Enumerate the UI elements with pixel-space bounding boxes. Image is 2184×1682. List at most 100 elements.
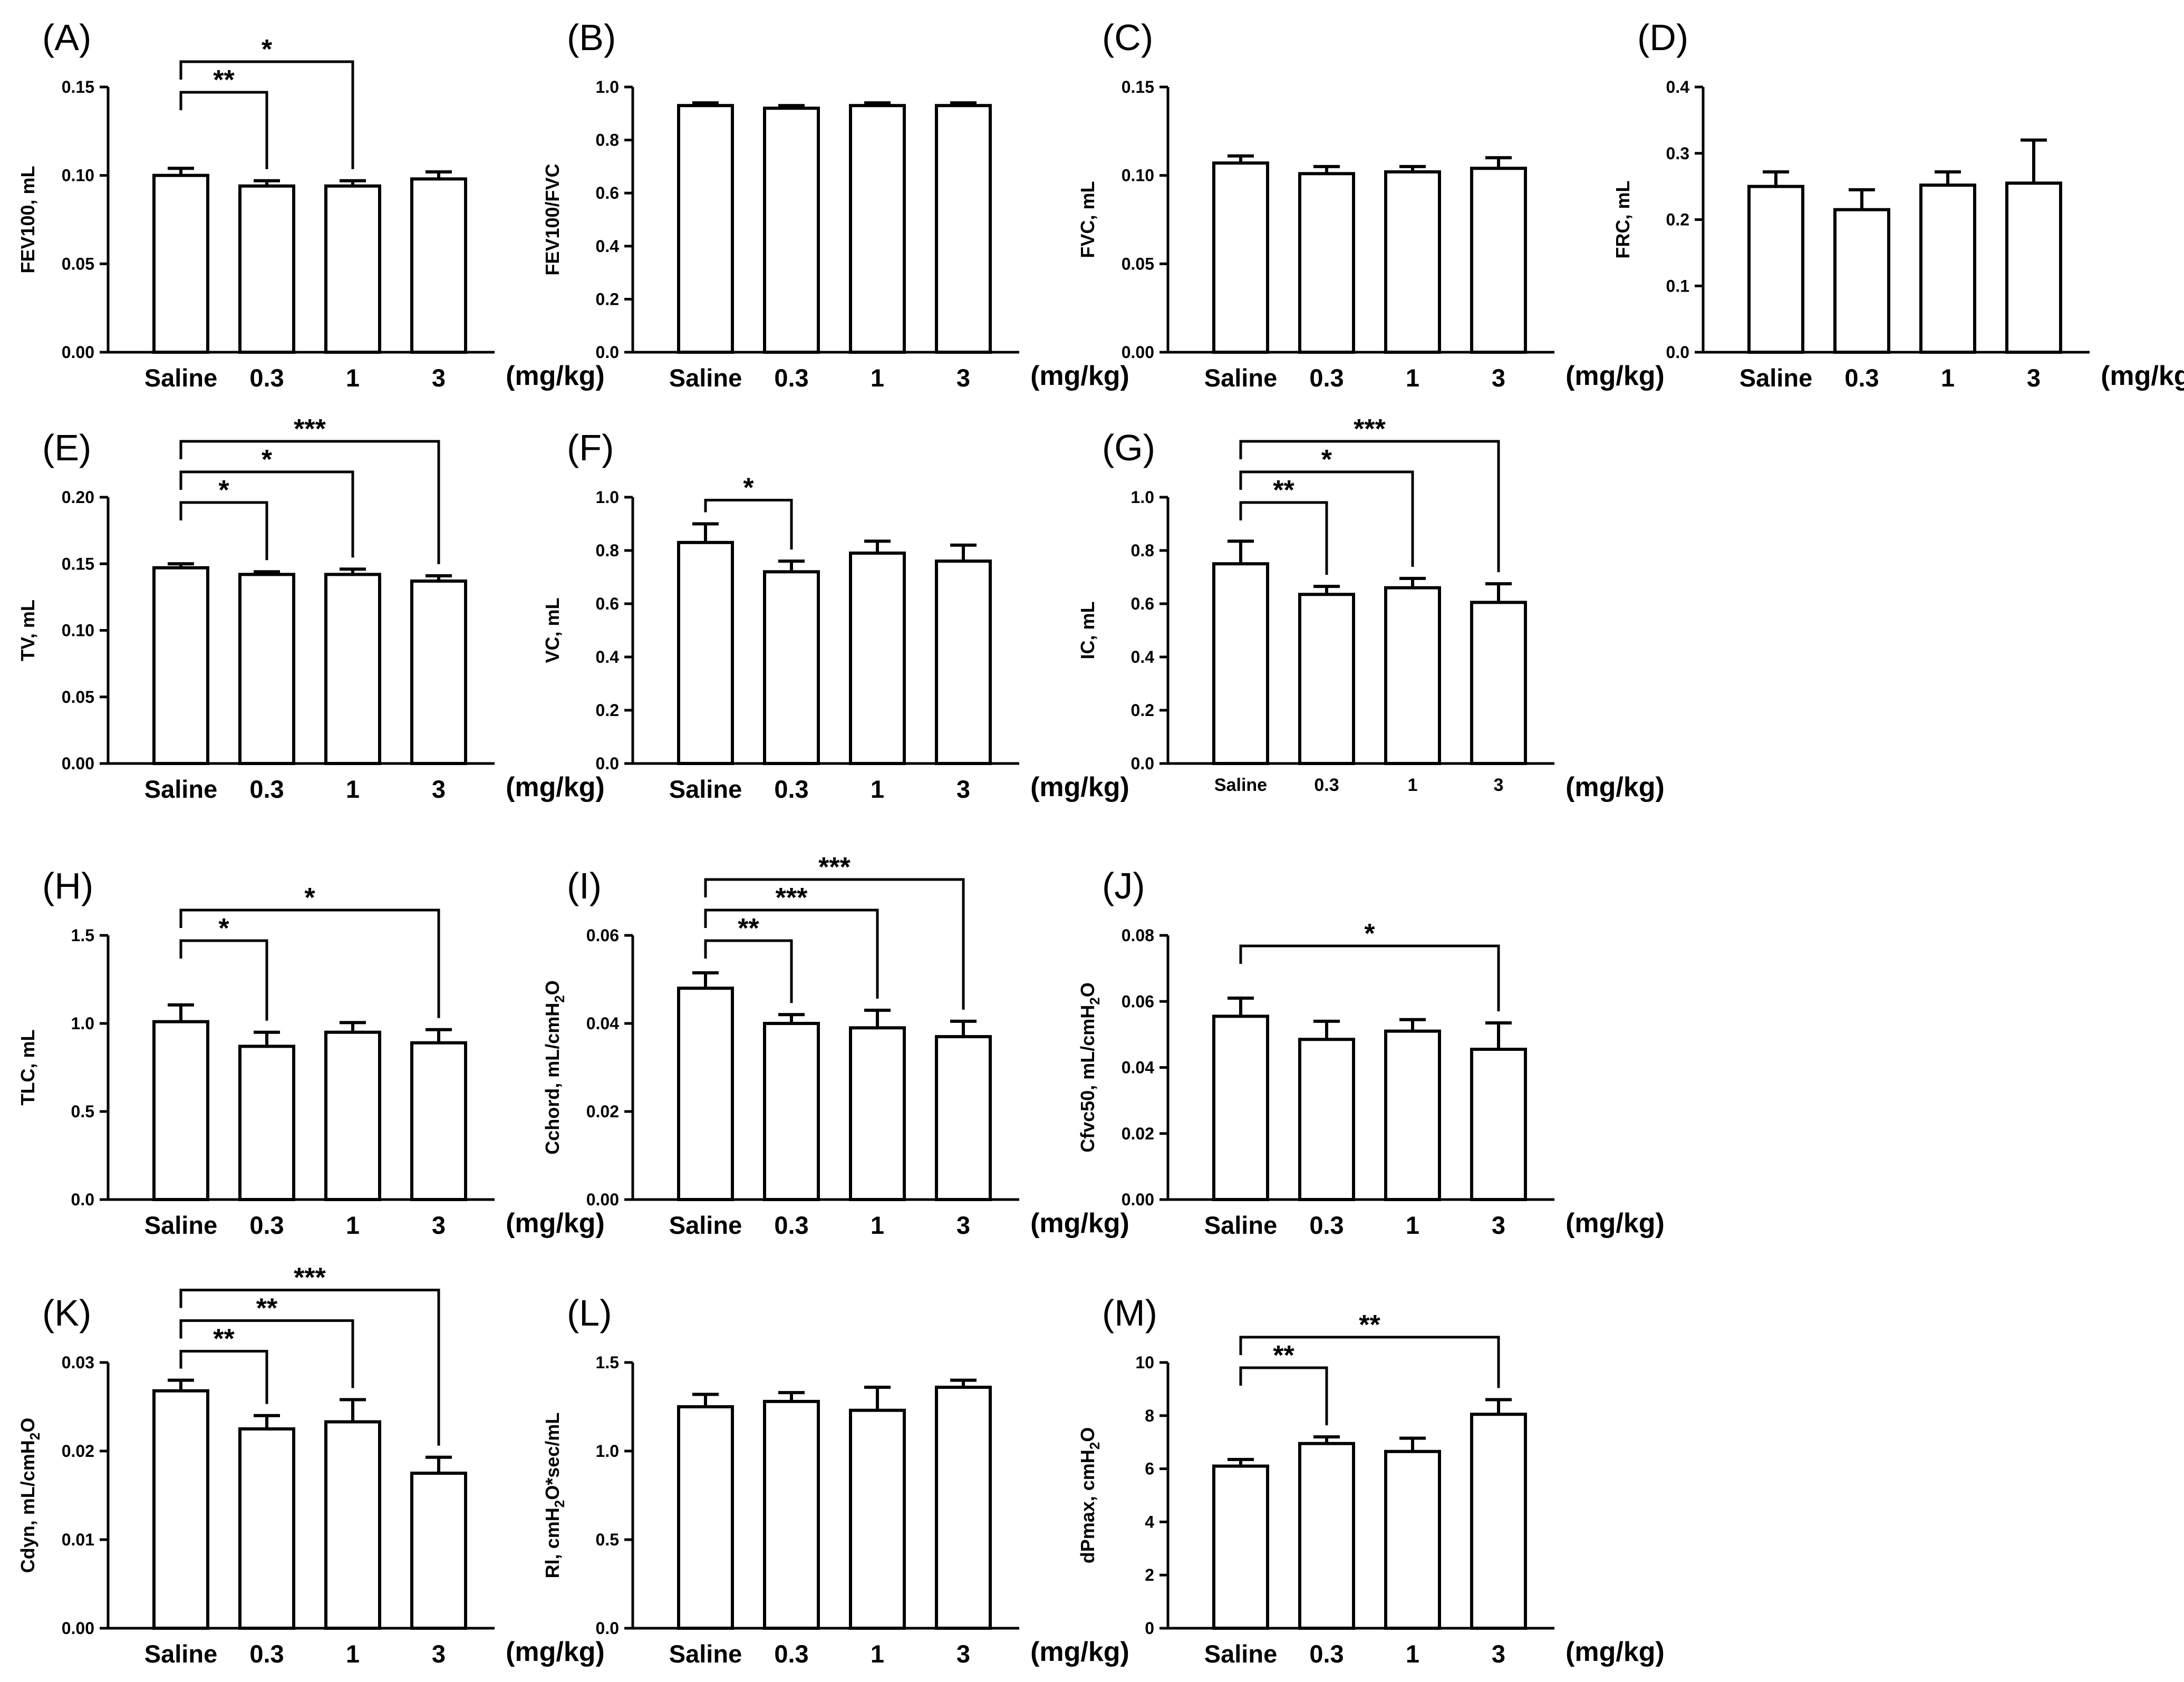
y-tick-label: 0.05 — [62, 688, 94, 707]
panel-label: (F) — [567, 427, 614, 468]
panel-label: (K) — [42, 1292, 91, 1333]
y-tick-label: 0.6 — [596, 183, 619, 202]
bar-3 — [935, 559, 992, 765]
panel-h: (H) 0.0 0.5 1.0 1.5 TLC, mL Saline 0.3 1 3 (mg/kg)… — [17, 865, 605, 1239]
x-tick-label: 0.3 — [249, 364, 284, 392]
bar-saline — [152, 173, 209, 354]
y-tick-label: 0.8 — [1131, 541, 1154, 560]
significance-label: * — [218, 913, 229, 944]
significance-label: *** — [294, 1263, 326, 1293]
bar-saline — [152, 1020, 209, 1202]
bar-3 — [1470, 1048, 1527, 1202]
y-tick-label: 0.10 — [62, 621, 94, 640]
x-tick-label: Saline — [1204, 1211, 1277, 1239]
x-tick-label: 1 — [1406, 1211, 1419, 1239]
bar-0-3 — [763, 1399, 820, 1630]
significance-bracket — [179, 60, 354, 169]
dose-unit-label: (mg/kg) — [1030, 361, 1129, 391]
x-tick-label: 0.3 — [249, 1211, 284, 1239]
y-tick-label: 0.1 — [1666, 276, 1689, 295]
bar-0-3 — [238, 573, 295, 765]
y-tick-label: 0.03 — [62, 1353, 94, 1372]
significance-bracket — [1239, 944, 1500, 1011]
dose-unit-label: (mg/kg) — [506, 1637, 605, 1667]
y-tick-label: 0.04 — [586, 1014, 619, 1033]
x-tick-label: Saline — [1204, 1640, 1277, 1668]
bar-3 — [2005, 181, 2062, 354]
x-tick-label: 1 — [871, 364, 884, 392]
y-axis-label: TLC, mL — [17, 1030, 38, 1106]
x-tick-label: Saline — [1204, 364, 1277, 392]
x-tick-label: 3 — [1492, 1640, 1505, 1668]
significance-bracket — [1239, 501, 1328, 575]
x-tick-label: 3 — [432, 775, 446, 803]
x-tick-label: Saline — [144, 1211, 217, 1239]
bar-1 — [1384, 586, 1441, 765]
x-tick-label: 3 — [2027, 364, 2041, 392]
bar-saline — [677, 540, 734, 765]
y-tick-label: 1.0 — [596, 1442, 619, 1461]
panel-d: (D) 0.0 0.1 0.2 0.3 0.4 FRC, mL Saline 0.3 1 3 (mg/… — [1612, 17, 2184, 392]
y-tick-label: 0.0 — [1666, 343, 1689, 362]
y-tick-label: 0.00 — [62, 1619, 94, 1638]
y-tick-label: 10 — [1135, 1353, 1154, 1372]
bar-1 — [849, 552, 906, 766]
x-tick-label: 1 — [1941, 364, 1955, 392]
y-axis-label: FEV100, mL — [17, 166, 38, 273]
x-tick-label: 1 — [871, 1640, 884, 1668]
significance-label: * — [262, 34, 273, 65]
dose-unit-label: (mg/kg) — [506, 1208, 605, 1239]
y-tick-label: 0.05 — [1122, 254, 1154, 273]
y-tick-label: 0.4 — [596, 647, 620, 666]
bar-3 — [410, 579, 467, 765]
bar-0-3 — [763, 1022, 820, 1201]
bar-0-3 — [1298, 1038, 1355, 1202]
bar-1 — [849, 104, 906, 354]
bar-0-3 — [763, 107, 820, 354]
significance-label: ** — [738, 913, 759, 944]
x-tick-label: 0.3 — [774, 775, 808, 803]
bar-1 — [1384, 1449, 1441, 1630]
panel-label: (A) — [42, 17, 91, 58]
panel-b: (B) 0.0 0.2 0.4 0.6 0.8 1.0 FEV100/FVC Saline 0.3… — [542, 17, 1129, 392]
bar-0-3 — [238, 1045, 295, 1202]
x-tick-label: 0.3 — [1309, 1211, 1344, 1239]
x-tick-label: 3 — [956, 364, 970, 392]
bar-0-3 — [763, 570, 820, 766]
bar-saline — [1212, 1464, 1269, 1630]
significance-label: *** — [818, 852, 851, 883]
y-tick-label: 0.01 — [62, 1530, 94, 1549]
y-tick-label: 0.6 — [596, 594, 619, 613]
x-tick-label: 1 — [1408, 775, 1418, 795]
x-tick-label: 3 — [432, 1640, 446, 1668]
y-tick-label: 0.10 — [62, 166, 94, 185]
x-tick-label: 1 — [346, 1640, 360, 1668]
bar-saline — [152, 566, 209, 765]
dose-unit-label: (mg/kg) — [1565, 1637, 1665, 1667]
bar-0-3 — [238, 1427, 295, 1630]
dose-unit-label: (mg/kg) — [506, 361, 605, 391]
significance-bracket — [1239, 1336, 1500, 1388]
panel-e: (E) 0.00 0.05 0.10 0.15 0.20 TV, mL Saline 0.3 1 3… — [17, 414, 605, 803]
significance-bracket — [179, 908, 440, 1018]
x-tick-label: 3 — [432, 1211, 446, 1239]
panel-label: (G) — [1102, 427, 1155, 468]
y-tick-label: 0.4 — [596, 237, 620, 256]
bar-saline — [1212, 1014, 1269, 1202]
y-tick-label: 4 — [1145, 1512, 1154, 1531]
panel-c: (C) 0.00 0.05 0.10 0.15 FVC, mL Saline 0.3 1 3 (mg… — [1077, 17, 1665, 392]
significance-bracket — [179, 1350, 268, 1404]
panel-k: (K) 0.00 0.01 0.02 0.03 Cdyn, mL/cmH2O Saline 0… — [17, 1263, 605, 1668]
y-tick-label: 0 — [1145, 1619, 1154, 1638]
y-axis-label: TV, mL — [17, 600, 38, 661]
panel-label: (E) — [42, 427, 91, 468]
y-tick-label: 0.06 — [586, 926, 619, 945]
y-tick-label: 0.20 — [62, 488, 94, 507]
x-tick-label: Saline — [669, 1211, 742, 1239]
panel-i: (I) 0.00 0.02 0.04 0.06 Cchord, mL/cmH2O Salin… — [542, 852, 1129, 1239]
x-tick-label: 3 — [956, 1211, 970, 1239]
significance-label: *** — [294, 414, 326, 444]
bar-3 — [1470, 601, 1527, 765]
y-axis-label: FVC, mL — [1077, 181, 1098, 258]
y-tick-label: 0.0 — [596, 1619, 619, 1638]
